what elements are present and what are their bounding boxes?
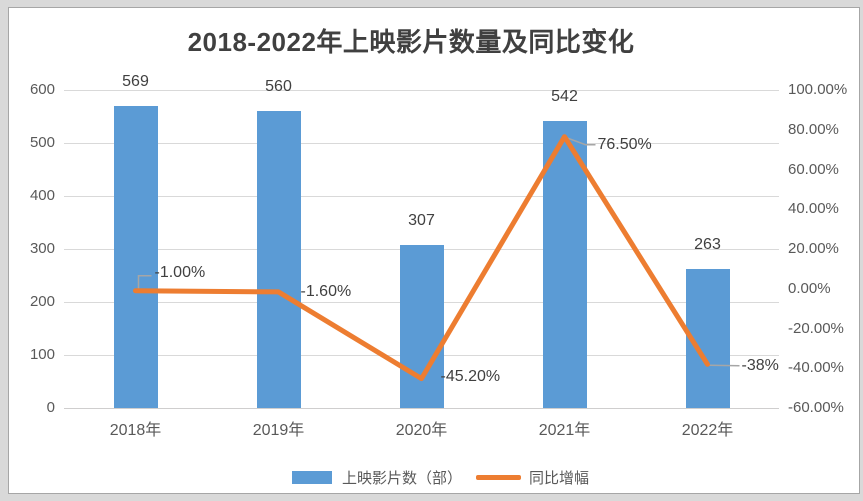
- x-axis-label: 2020年: [395, 422, 448, 439]
- bar-value-label: 569: [122, 73, 149, 91]
- line-value-label: -1.60%: [300, 282, 352, 300]
- left-axis-tick: 300: [29, 240, 55, 257]
- left-axis-tick: 500: [29, 134, 55, 151]
- chart-title: 2018-2022年上映影片数量及同比变化: [187, 27, 635, 57]
- left-axis-tick: 0: [46, 399, 55, 416]
- x-axis-label: 2019年: [252, 422, 305, 439]
- bar-value-label: 307: [408, 212, 435, 230]
- left-axis-tick: 100: [29, 346, 55, 363]
- x-axis-label: 2021年: [538, 422, 591, 439]
- x-axis-label: 2018年: [109, 422, 162, 439]
- legend-line-label: 同比增幅: [529, 470, 590, 487]
- line-value-label: -38%: [741, 357, 779, 375]
- gridline: [64, 195, 779, 197]
- line-value-label: -1.00%: [154, 263, 206, 281]
- right-axis-tick: -60.00%: [788, 399, 844, 416]
- legend-line-swatch-icon: [476, 475, 521, 480]
- bar-2018年: [113, 106, 158, 408]
- right-axis-tick: 80.00%: [788, 120, 839, 138]
- legend: 上映影片数（部） 同比增幅: [9, 467, 863, 488]
- line-value-label: -45.20%: [440, 367, 501, 385]
- right-axis-tick: 0.00%: [788, 279, 831, 297]
- legend-bar-swatch-icon: [291, 471, 332, 484]
- right-axis-tick: 40.00%: [788, 200, 839, 218]
- left-axis-tick: 600: [29, 81, 55, 98]
- bar-value-label: 560: [265, 78, 292, 96]
- right-axis-tick: 100.00%: [788, 81, 848, 98]
- bar-2019年: [256, 111, 301, 408]
- x-axis-label: 2022年: [681, 422, 734, 439]
- gridline: [64, 142, 779, 144]
- x-axis-line: [64, 407, 779, 409]
- bar-2021年: [542, 120, 587, 408]
- legend-bar-label: 上映影片数（部）: [341, 470, 462, 487]
- bar-2020年: [399, 245, 444, 408]
- right-axis-tick: -20.00%: [788, 319, 844, 337]
- bar-2022年: [685, 268, 730, 408]
- right-axis-tick: 20.00%: [788, 240, 839, 257]
- left-axis-tick: 400: [29, 187, 55, 204]
- line-value-label: 76.50%: [597, 135, 652, 153]
- right-axis-tick: -40.00%: [788, 359, 844, 377]
- chart-panel: 2018-2022年上映影片数量及同比变化 600 500 400 300 200 100…: [8, 7, 860, 494]
- bar-value-label: 263: [694, 235, 721, 253]
- bar-value-label: 542: [551, 87, 578, 105]
- left-axis-tick: 200: [29, 293, 55, 310]
- gridline: [64, 89, 779, 91]
- right-axis-tick: 60.00%: [788, 160, 839, 178]
